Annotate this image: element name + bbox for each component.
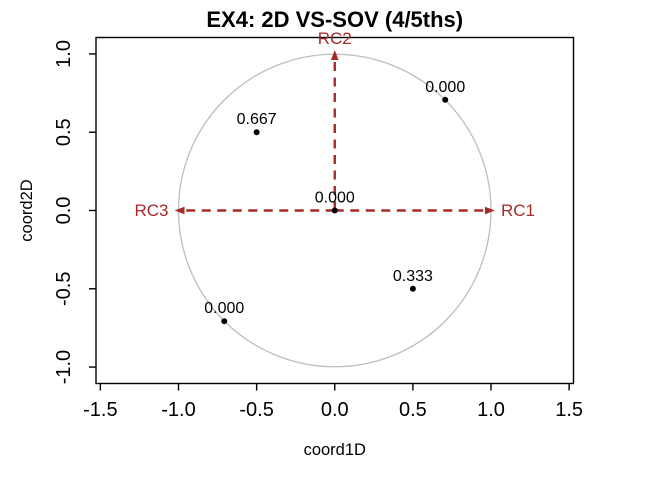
plot-area: -1.5 -1.0 -0.5 0.0 0.5 1.0 1.5 -1.0 -0.5 0.0 0.5 1.… (53, 29, 583, 421)
x-tick-label: 0.5 (399, 399, 427, 421)
data-point (221, 318, 228, 325)
vector-rc2-label: RC2 (318, 29, 352, 48)
y-tick-label: 0.0 (53, 197, 75, 225)
data-point (409, 285, 416, 292)
x-tick-label: -1.5 (83, 399, 117, 421)
data-point (253, 129, 260, 136)
vector-rc1-label: RC1 (501, 201, 535, 220)
vector-rc2-arrowhead (330, 49, 339, 60)
data-point-label: 0.000 (315, 190, 355, 207)
x-tick-label: 0.0 (321, 399, 349, 421)
data-point-label: 0.333 (393, 268, 433, 285)
x-axis-label: coord1D (304, 441, 366, 459)
data-point-label: 0.667 (237, 111, 277, 128)
vector-rc1-arrowhead (485, 206, 495, 215)
chart-title: EX4: 2D VS-SOV (4/5ths) (206, 7, 463, 32)
data-point (331, 207, 338, 214)
x-tick-label: -1.0 (161, 399, 195, 421)
x-tick-label: -0.5 (239, 399, 273, 421)
y-tick-label: -0.5 (53, 272, 75, 306)
y-axis-label: coord2D (18, 179, 36, 241)
x-tick-label: 1.0 (477, 399, 505, 421)
y-tick-label: 0.5 (53, 118, 75, 146)
y-tick-label: -1.0 (53, 350, 75, 384)
data-point (442, 96, 449, 103)
y-tick-label: 1.0 (53, 40, 75, 68)
vector-rc3-label: RC3 (134, 201, 168, 220)
data-point-label: 0.000 (204, 300, 244, 317)
data-point-label: 0.000 (425, 79, 465, 96)
vector-rc3-arrowhead (174, 206, 185, 215)
x-tick-label: 1.5 (555, 399, 583, 421)
